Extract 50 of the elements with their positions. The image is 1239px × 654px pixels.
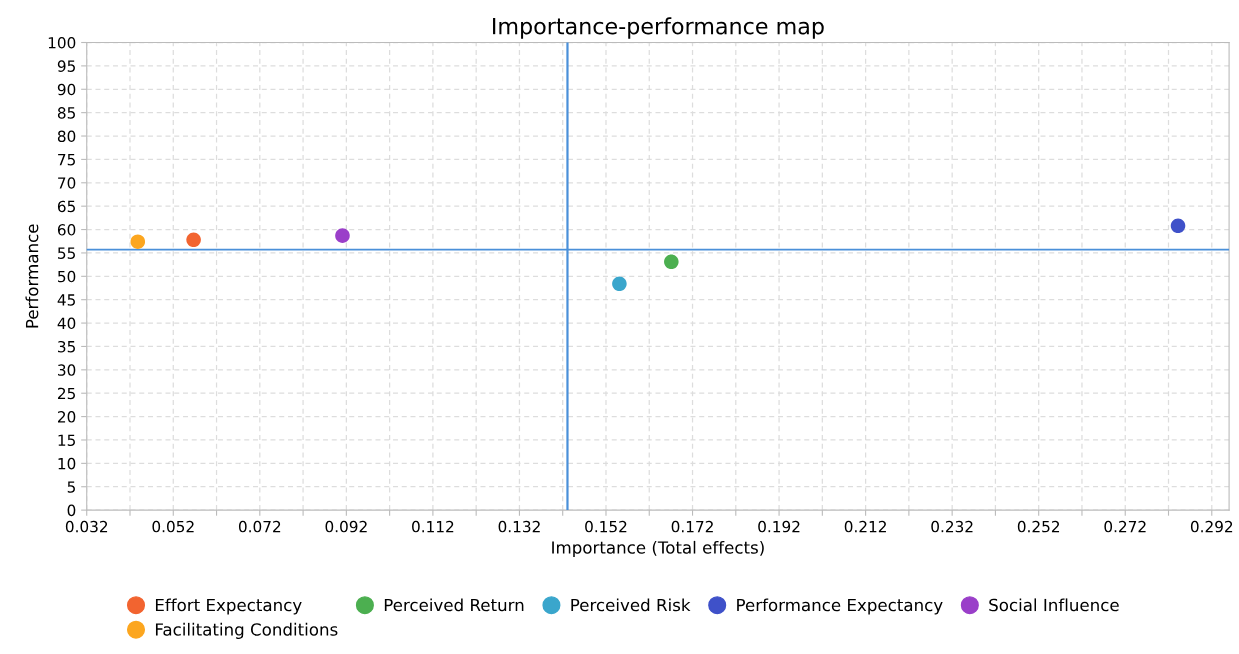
x-tick-label: 0.272 <box>1104 520 1146 533</box>
point <box>1170 218 1186 234</box>
point <box>186 232 201 248</box>
legend-label: Social Influence <box>989 598 1119 612</box>
x-tick-label: 0.172 <box>671 520 713 533</box>
y-tick-label: 60 <box>57 224 76 236</box>
point <box>335 228 350 243</box>
point <box>664 254 679 270</box>
x-tick-label: 0.192 <box>758 520 800 533</box>
legend-label: Perceived Risk <box>571 598 691 612</box>
y-axis-title: Performance <box>25 224 39 328</box>
point <box>612 276 627 292</box>
point <box>130 234 146 249</box>
x-tick-label: 0.052 <box>152 520 194 533</box>
y-tick-label: 50 <box>58 270 76 283</box>
x-tick-label: 0.092 <box>325 520 367 533</box>
y-tick-label: 40 <box>57 317 76 330</box>
x-tick-label: 0.032 <box>65 520 108 533</box>
y-tick-label: 5 <box>67 481 75 493</box>
y-tick-label: 25 <box>57 387 75 400</box>
y-tick-label: 85 <box>57 107 75 119</box>
y-tick-label: 35 <box>58 340 75 353</box>
legend-label: Facilitating Conditions <box>155 622 338 639</box>
legend-label: Perceived Return <box>384 598 524 612</box>
y-tick-label: 55 <box>58 247 75 259</box>
legend-label: Effort Expectancy <box>155 598 302 615</box>
x-tick-label: 0.252 <box>1017 520 1060 533</box>
y-tick-label: 80 <box>57 130 76 143</box>
y-tick-label: 20 <box>57 411 76 423</box>
y-tick-label: 95 <box>57 60 75 72</box>
y-tick-label: 100 <box>48 36 76 49</box>
x-tick-label: 0.212 <box>844 520 886 533</box>
x-axis-title: Importance (Total effects) <box>552 540 764 558</box>
legend-label: Performance Expectancy <box>737 598 943 615</box>
y-tick-label: 65 <box>57 200 75 213</box>
x-tick-label: 0.232 <box>931 520 973 533</box>
x-tick-label: 0.112 <box>412 520 454 533</box>
chart-title: Importance-performance map <box>493 17 824 39</box>
y-tick-label: 0 <box>67 504 76 517</box>
x-tick-label: 0.152 <box>585 520 627 533</box>
y-tick-label: 45 <box>57 294 75 306</box>
x-tick-label: 0.132 <box>498 520 540 533</box>
y-tick-label: 90 <box>57 83 76 96</box>
y-tick-label: 30 <box>58 364 76 376</box>
y-tick-label: 10 <box>58 457 76 470</box>
y-tick-label: 75 <box>58 154 75 166</box>
x-tick-label: 0.292 <box>1190 520 1233 533</box>
y-tick-label: 15 <box>58 434 75 446</box>
x-tick-label: 0.072 <box>238 520 281 533</box>
y-tick-label: 70 <box>58 177 76 189</box>
